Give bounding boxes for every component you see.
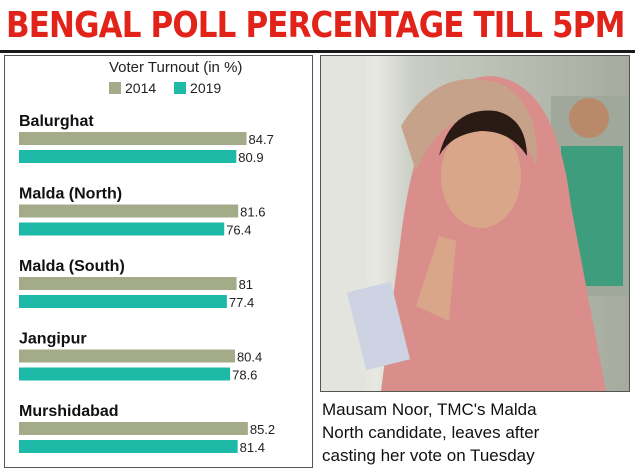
photo-raised-hand bbox=[416, 236, 456, 321]
photo-bystander-head bbox=[569, 98, 609, 138]
caption-line-2: North candidate, leaves after bbox=[322, 423, 540, 442]
bar-chart: Balurghat 84.7 80.9 Malda (North) 81.6 76.4 Ma… bbox=[19, 113, 275, 455]
value-label-murshidabad-2019: 81.4 bbox=[240, 440, 265, 455]
value-label-malda-north-2019: 76.4 bbox=[226, 223, 251, 238]
candidate-photo bbox=[320, 55, 630, 392]
headline-rule bbox=[0, 50, 635, 53]
photo-hair bbox=[439, 110, 527, 156]
photo-face bbox=[441, 124, 521, 228]
value-label-malda-south-2014: 81 bbox=[239, 277, 253, 292]
caption-line-1: Mausam Noor, TMC's Malda bbox=[322, 400, 537, 419]
chart-legend: 2014 2019 bbox=[109, 80, 235, 97]
caption-line-3: casting her vote on Tuesday bbox=[322, 446, 535, 465]
category-label-malda-north: Malda (North) bbox=[19, 186, 122, 203]
bar-malda-north-2014 bbox=[19, 204, 239, 218]
photo-paper bbox=[346, 281, 410, 371]
legend-swatch-2014 bbox=[109, 82, 121, 94]
bar-balurghat-2014 bbox=[19, 132, 247, 145]
bar-murshidabad-2019 bbox=[19, 440, 238, 453]
value-label-jangipur-2014: 80.4 bbox=[237, 350, 262, 365]
legend-item-2014: 2014 bbox=[109, 80, 156, 96]
value-label-jangipur-2019: 78.6 bbox=[232, 368, 257, 383]
bar-malda-south-2019 bbox=[19, 295, 227, 308]
value-label-murshidabad-2014: 85.2 bbox=[250, 422, 275, 437]
chart-title: Voter Turnout (in %) bbox=[109, 59, 243, 76]
value-label-malda-north-2014: 81.6 bbox=[240, 205, 265, 220]
category-label-balurghat: Balurghat bbox=[19, 113, 94, 130]
category-label-murshidabad: Murshidabad bbox=[19, 403, 119, 420]
bar-balurghat-2019 bbox=[19, 150, 237, 163]
value-label-balurghat-2014: 84.7 bbox=[249, 132, 274, 147]
bar-malda-south-2014 bbox=[19, 277, 237, 290]
photo-head-cover bbox=[401, 79, 537, 171]
bar-malda-north-2019 bbox=[19, 222, 225, 236]
category-label-malda-south: Malda (South) bbox=[19, 258, 125, 275]
value-label-balurghat-2019: 80.9 bbox=[238, 150, 263, 165]
photo-caption: Mausam Noor, TMC's Malda North candidate… bbox=[322, 398, 630, 467]
bar-murshidabad-2014 bbox=[19, 422, 248, 435]
candidate-photo-illustration bbox=[321, 56, 629, 391]
headline: BENGAL POLL PERCENTAGE TILL 5PM bbox=[6, 5, 625, 46]
chart-panel: Voter Turnout (in %) 2014 2019 Balurghat… bbox=[4, 55, 313, 468]
bar-jangipur-2019 bbox=[19, 367, 231, 381]
legend-swatch-2019 bbox=[174, 82, 187, 94]
category-label-jangipur: Jangipur bbox=[19, 331, 87, 348]
legend-label-2019: 2019 bbox=[190, 80, 222, 96]
value-label-malda-south-2019: 77.4 bbox=[229, 295, 254, 310]
legend-label-2014: 2014 bbox=[125, 80, 157, 96]
legend-item-2019: 2019 bbox=[174, 80, 221, 96]
bar-jangipur-2014 bbox=[19, 349, 235, 363]
